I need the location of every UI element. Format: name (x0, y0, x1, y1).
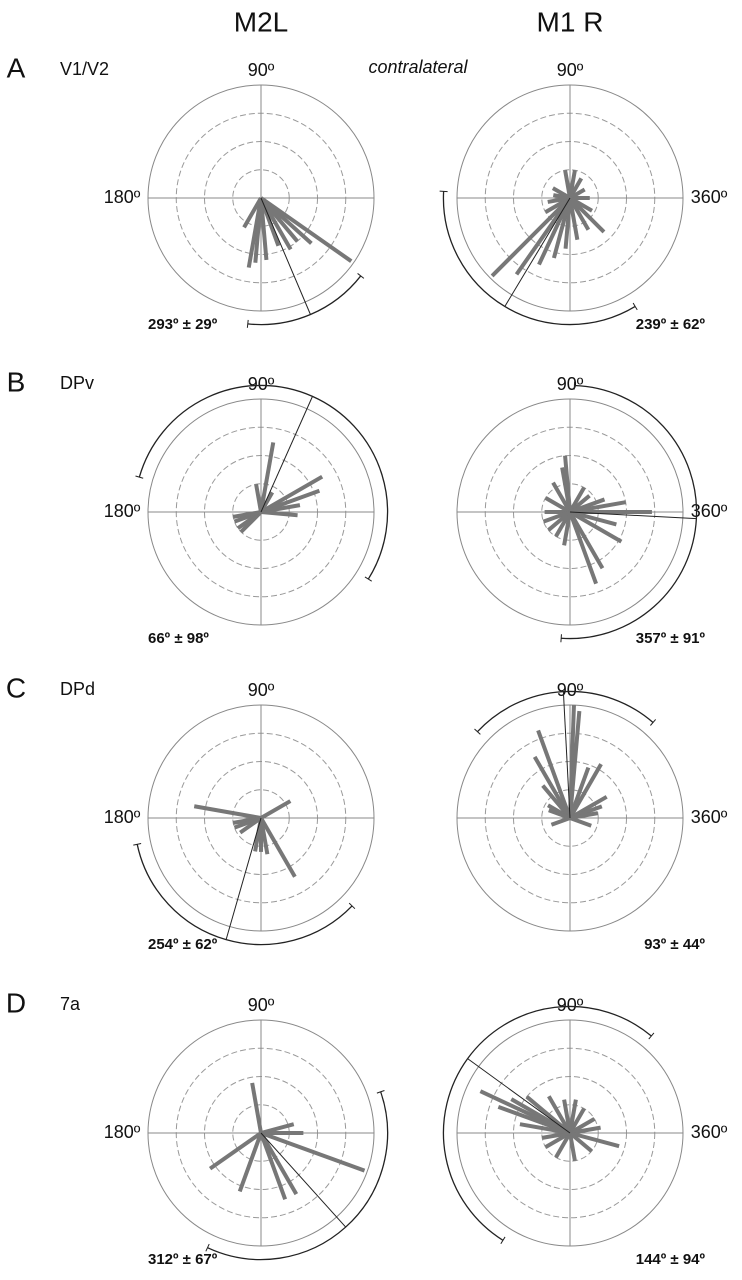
annotation: 144º ± 94º (636, 1251, 706, 1268)
sd-arc (139, 385, 387, 579)
angle-label: 360º (691, 1122, 728, 1142)
column-header: M1 R (537, 6, 604, 37)
panel-letter: C (6, 672, 26, 703)
panel-region: DPd (60, 679, 95, 699)
spoke (256, 484, 261, 512)
panel-region: 7a (60, 994, 81, 1014)
angle-label: 90º (557, 374, 584, 394)
annotation: 254º ± 62º (148, 936, 218, 953)
spoke (261, 1133, 365, 1171)
spoke (551, 818, 570, 825)
annotation: 66º ± 98º (148, 630, 209, 647)
sd-cap (365, 577, 372, 581)
spoke (517, 198, 570, 274)
annotation: 312º ± 67º (148, 1251, 218, 1268)
angle-label: 90º (557, 995, 584, 1015)
annotation: 93º ± 44º (644, 936, 705, 953)
panel-letter: B (7, 366, 26, 397)
angle-label: 90º (557, 680, 584, 700)
sd-cap (501, 1237, 505, 1244)
panel-region: V1/V2 (60, 59, 109, 79)
panel-letter: D (6, 987, 26, 1018)
spoke (194, 806, 261, 818)
annotation: 293º ± 29º (148, 316, 218, 333)
angle-label: 360º (691, 187, 728, 207)
angle-label: 180º (104, 807, 141, 827)
angle-label: 90º (248, 995, 275, 1015)
panel-region: DPv (60, 373, 94, 393)
sd-cap (561, 634, 562, 642)
angle-label: 360º (691, 807, 728, 827)
angle-label: 90º (557, 60, 584, 80)
sd-cap (633, 303, 637, 310)
angle-label: 180º (104, 501, 141, 521)
annotation: 239º ± 62º (636, 316, 706, 333)
angle-label: 90º (248, 374, 275, 394)
column-header: M2L (234, 6, 288, 37)
note: contralateral (368, 57, 468, 77)
spoke (252, 1083, 261, 1133)
sd-cap (247, 320, 248, 328)
spoke (261, 801, 290, 818)
angle-label: 90º (248, 60, 275, 80)
panel-letter: A (7, 52, 26, 83)
angle-label: 180º (104, 187, 141, 207)
mean-line (226, 818, 261, 940)
angle-label: 180º (104, 1122, 141, 1142)
angle-label: 90º (248, 680, 275, 700)
mean-line (468, 1059, 570, 1133)
annotation: 357º ± 91º (636, 630, 706, 647)
